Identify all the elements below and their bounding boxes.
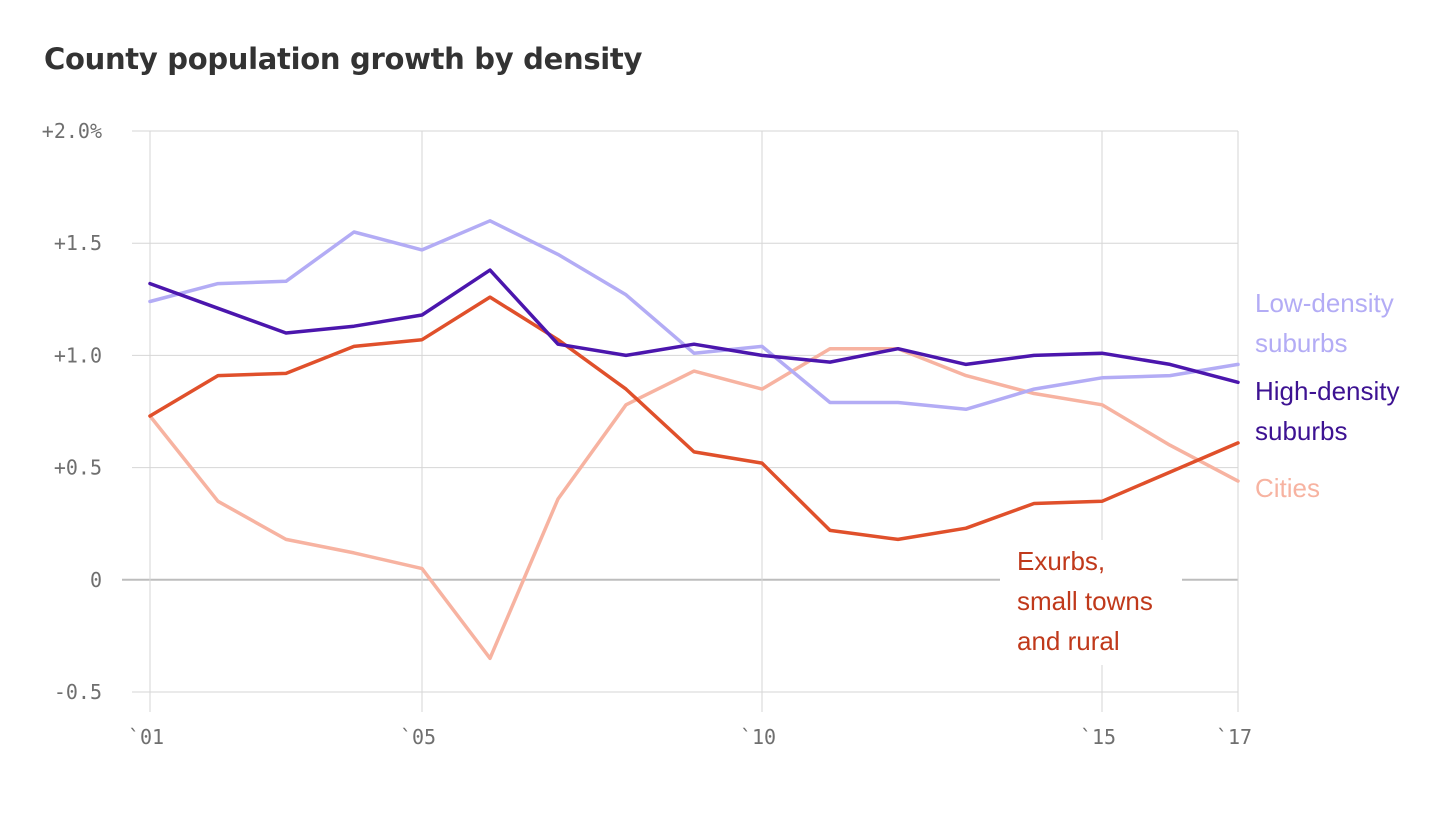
- series-labels: Cities Exurbs, small towns and rural Low-den…: [1017, 288, 1400, 656]
- annotation-backdrop: [1000, 540, 1182, 665]
- x-tick-label: `01: [128, 725, 164, 749]
- y-tick-label: +2.0%: [42, 119, 102, 143]
- series-label: and rural: [1017, 626, 1120, 656]
- series-label: Low-density: [1255, 288, 1394, 318]
- series-line-cities: [148, 346, 1240, 661]
- y-axis-ticks: +2.0% +1.5 +1.0 +0.5 0 -0.5: [42, 119, 102, 704]
- series-label: High-density: [1255, 376, 1400, 406]
- series-line-high-density-suburbs: [148, 268, 1240, 385]
- chart-title: County population growth by density: [44, 42, 643, 76]
- series-label: Cities: [1255, 473, 1320, 503]
- x-tick-label: `17: [1216, 725, 1252, 749]
- series-label: small towns: [1017, 586, 1153, 616]
- series-line-low-density-suburbs: [148, 219, 1240, 412]
- y-tick-label: -0.5: [54, 680, 102, 704]
- series-label: suburbs: [1255, 416, 1348, 446]
- x-axis-ticks: `01 `05 `10 `15 `17: [128, 725, 1252, 749]
- y-tick-label: +1.5: [54, 231, 102, 255]
- series-line-exurbs-small-towns-and-rural: [148, 295, 1240, 542]
- y-tick-label: +0.5: [54, 456, 102, 480]
- series-label: suburbs: [1255, 328, 1348, 358]
- x-tick-label: `15: [1080, 725, 1116, 749]
- y-tick-label: 0: [90, 568, 102, 592]
- series-label: Exurbs,: [1017, 546, 1105, 576]
- grid: [122, 130, 1239, 712]
- y-tick-label: +1.0: [54, 343, 102, 367]
- x-tick-label: `05: [400, 725, 436, 749]
- x-tick-label: `10: [740, 725, 776, 749]
- series-lines: [148, 219, 1240, 661]
